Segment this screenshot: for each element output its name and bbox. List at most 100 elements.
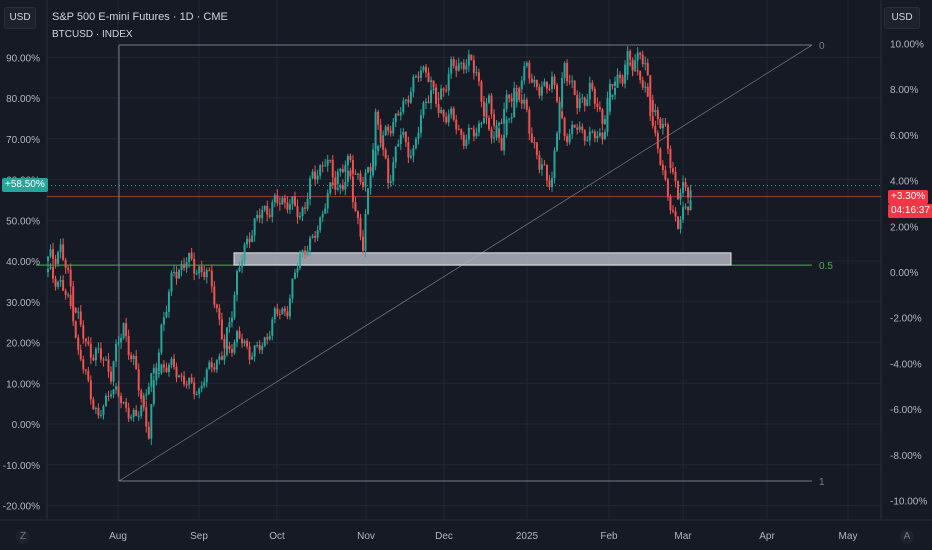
time-axis[interactable]: Aug Sep Oct Nov Dec 2025 Feb Mar Apr May: [109, 531, 857, 542]
auto-scale-toggle-icon[interactable]: A: [900, 530, 914, 544]
candle-body: [281, 308, 284, 315]
right-axis-tick: -10.00%: [890, 497, 927, 508]
candle-body: [210, 270, 213, 287]
candle-body: [299, 253, 301, 269]
candle-body: [268, 335, 271, 340]
candle-body: [362, 236, 364, 251]
candle-body: [482, 118, 485, 123]
right-currency-button[interactable]: USD: [884, 7, 920, 29]
candle-body: [598, 106, 601, 110]
right-axis-tick: 6.00%: [890, 131, 918, 142]
candle-body: [566, 136, 569, 143]
candle-body: [664, 170, 667, 180]
candle-body: [341, 168, 344, 172]
candle-body: [498, 122, 501, 126]
candle-body: [359, 173, 362, 182]
candle-body: [117, 342, 120, 344]
candle-body: [324, 165, 327, 167]
candle-body: [362, 181, 364, 187]
candle-body: [67, 267, 70, 270]
candle-body: [223, 339, 226, 349]
candle-body: [462, 62, 465, 70]
candle-body: [563, 117, 566, 137]
candle-body: [293, 272, 296, 279]
candle-body: [619, 74, 622, 78]
candle-body: [392, 162, 395, 182]
candle-body: [460, 129, 463, 135]
candle-body: [364, 172, 367, 187]
candle-body: [258, 215, 261, 219]
candle-body: [87, 370, 90, 381]
fib-level-label: 0.5: [819, 261, 833, 272]
candle-body: [165, 367, 168, 373]
candle-body: [543, 164, 546, 166]
candle-body: [689, 200, 692, 211]
candle-body: [397, 113, 400, 116]
candle-body: [304, 250, 307, 255]
candle-body: [74, 321, 77, 338]
candle-body: [306, 250, 309, 255]
candle-body: [596, 103, 599, 107]
candle-body: [445, 116, 448, 123]
candle-body: [77, 311, 80, 313]
right-axis-tick: -8.00%: [890, 451, 922, 462]
candle-body: [402, 131, 405, 135]
candle-body: [508, 118, 511, 120]
time-axis-tick: Mar: [674, 531, 692, 542]
candle-body: [644, 86, 647, 88]
compare-symbol-title[interactable]: BTCUSD · INDEX: [52, 29, 133, 40]
candle-body: [200, 266, 203, 273]
candle-body: [208, 362, 211, 370]
candle-body: [283, 308, 286, 312]
candle-body: [278, 314, 281, 316]
left-axis-tick: -20.00%: [3, 502, 40, 513]
candle-body: [452, 59, 455, 67]
left-axis-tick: 70.00%: [6, 135, 40, 146]
candle-body: [639, 71, 642, 80]
log-scale-toggle-icon[interactable]: Z: [16, 530, 30, 544]
candle-body: [268, 214, 271, 217]
candle-body: [137, 369, 140, 391]
candle-body: [462, 134, 465, 146]
right-last-value-badge: +3.30%: [888, 190, 929, 204]
candle-body: [296, 205, 299, 218]
candle-body: [291, 278, 294, 299]
candle-body: [112, 389, 115, 395]
candle-body: [195, 394, 198, 396]
candle-body: [185, 384, 188, 386]
candle-body: [525, 99, 528, 110]
candle-body: [477, 123, 480, 133]
left-currency-button[interactable]: USD: [4, 7, 36, 29]
candle-body: [213, 286, 216, 305]
support-zone[interactable]: [233, 252, 732, 266]
candle-body: [533, 142, 536, 144]
candle-body: [316, 175, 319, 180]
candle-body: [394, 113, 397, 123]
candle-body: [646, 63, 649, 76]
candle-body: [248, 346, 251, 360]
candle-body: [666, 179, 669, 197]
right-price-axis[interactable]: 10.00% 8.00% 6.00% 4.00% 2.00% 0.00% -2.00% -4.…: [890, 40, 927, 508]
candle-body: [452, 108, 455, 120]
candle-body: [634, 60, 637, 70]
candle-body: [457, 63, 460, 71]
candle-body: [188, 252, 191, 263]
right-axis-tick: -4.00%: [890, 359, 922, 370]
candle-body: [472, 129, 475, 137]
candle-body: [104, 395, 107, 407]
left-axis-tick: 80.00%: [6, 94, 40, 105]
candle-body: [331, 159, 334, 178]
candle-body: [59, 280, 62, 282]
main-symbol-title[interactable]: S&P 500 E-mini Futures · 1D · CME: [52, 11, 228, 23]
time-axis-tick: Nov: [357, 531, 375, 542]
candle-body: [666, 124, 669, 149]
candle-body: [306, 198, 309, 209]
candle-body: [377, 111, 380, 125]
candle-body: [203, 382, 206, 386]
candle-body: [608, 84, 611, 99]
candle-body: [561, 77, 564, 108]
candle-body: [503, 134, 506, 151]
candle-body: [47, 256, 49, 261]
candle-body: [296, 268, 299, 273]
